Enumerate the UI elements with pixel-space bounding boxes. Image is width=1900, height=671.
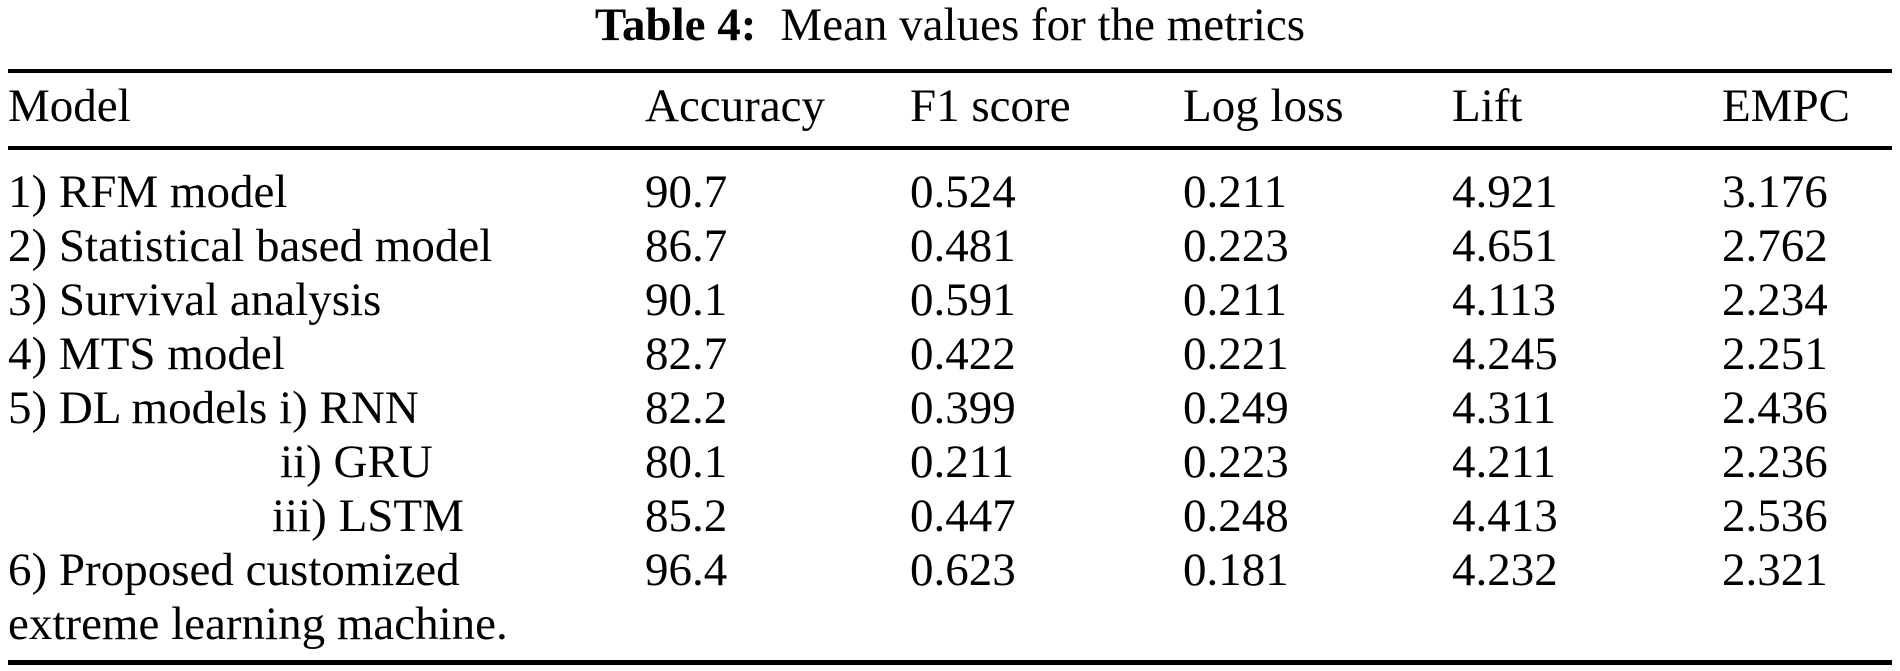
cell-model: 3) Survival analysis — [8, 274, 382, 326]
column-header-model: Model — [8, 80, 131, 132]
cell-f1-score: 0.211 — [910, 436, 1015, 488]
cell-empc: 2.762 — [1722, 220, 1828, 272]
cell-accuracy: 80.1 — [645, 436, 728, 488]
table-row: 6) Proposed customized 96.4 0.623 0.181 … — [0, 543, 1900, 597]
table-caption-title: Mean values for the metrics — [780, 0, 1306, 51]
cell-accuracy: 82.7 — [645, 328, 728, 380]
cell-accuracy: 90.1 — [645, 274, 728, 326]
column-header-f1-score: F1 score — [910, 80, 1071, 132]
table-row: 2) Statistical based model 86.7 0.481 0.… — [0, 219, 1900, 273]
column-header-accuracy: Accuracy — [645, 80, 826, 132]
cell-model: ii) GRU — [280, 436, 433, 488]
table-bottom-rule — [8, 660, 1892, 665]
cell-accuracy: 96.4 — [645, 544, 728, 596]
cell-empc: 3.176 — [1722, 166, 1828, 218]
cell-f1-score: 0.447 — [910, 490, 1016, 542]
table-row: iii) LSTM 85.2 0.447 0.248 4.413 2.536 — [0, 489, 1900, 543]
cell-accuracy: 85.2 — [645, 490, 728, 542]
cell-model-continuation: extreme learning machine. — [8, 598, 508, 650]
column-header-log-loss: Log loss — [1183, 80, 1344, 132]
cell-log-loss: 0.249 — [1183, 382, 1289, 434]
cell-empc: 2.236 — [1722, 436, 1828, 488]
cell-lift: 4.245 — [1452, 328, 1558, 380]
cell-lift: 4.651 — [1452, 220, 1558, 272]
cell-lift: 4.211 — [1452, 436, 1557, 488]
cell-lift: 4.232 — [1452, 544, 1558, 596]
table-top-rule — [8, 69, 1892, 73]
cell-empc: 2.436 — [1722, 382, 1828, 434]
table-row: 5) DL models i) RNN 82.2 0.399 0.249 4.3… — [0, 381, 1900, 435]
table-row: 1) RFM model 90.7 0.524 0.211 4.921 3.17… — [0, 165, 1900, 219]
cell-model: 4) MTS model — [8, 328, 285, 380]
cell-f1-score: 0.422 — [910, 328, 1016, 380]
cell-empc: 2.321 — [1722, 544, 1828, 596]
column-header-lift: Lift — [1452, 80, 1523, 132]
cell-log-loss: 0.211 — [1183, 166, 1288, 218]
cell-f1-score: 0.623 — [910, 544, 1016, 596]
cell-model: iii) LSTM — [272, 490, 464, 542]
table-header-rule — [8, 146, 1892, 150]
cell-lift: 4.311 — [1452, 382, 1557, 434]
cell-log-loss: 0.221 — [1183, 328, 1289, 380]
cell-log-loss: 0.181 — [1183, 544, 1289, 596]
cell-empc: 2.251 — [1722, 328, 1828, 380]
cell-accuracy: 86.7 — [645, 220, 728, 272]
cell-f1-score: 0.524 — [910, 166, 1016, 218]
cell-log-loss: 0.223 — [1183, 220, 1289, 272]
cell-f1-score: 0.399 — [910, 382, 1016, 434]
cell-model: 2) Statistical based model — [8, 220, 493, 272]
cell-f1-score: 0.481 — [910, 220, 1016, 272]
cell-model: 1) RFM model — [8, 166, 288, 218]
table-row: 4) MTS model 82.7 0.422 0.221 4.245 2.25… — [0, 327, 1900, 381]
cell-model: 6) Proposed customized — [8, 544, 460, 596]
cell-empc: 2.234 — [1722, 274, 1828, 326]
table-row-continuation: extreme learning machine. — [0, 597, 1900, 651]
table-row: ii) GRU 80.1 0.211 0.223 4.211 2.236 — [0, 435, 1900, 489]
table-header-row: Model Accuracy F1 score Log loss Lift EM… — [0, 79, 1900, 133]
cell-lift: 4.921 — [1452, 166, 1558, 218]
cell-accuracy: 90.7 — [645, 166, 728, 218]
table-caption-number: Table 4: — [594, 0, 757, 51]
cell-f1-score: 0.591 — [910, 274, 1016, 326]
table-caption: Table 4: Mean values for the metrics — [0, 0, 1900, 53]
column-header-empc: EMPC — [1722, 80, 1850, 132]
cell-accuracy: 82.2 — [645, 382, 728, 434]
cell-lift: 4.113 — [1452, 274, 1557, 326]
cell-log-loss: 0.248 — [1183, 490, 1289, 542]
table-row: 3) Survival analysis 90.1 0.591 0.211 4.… — [0, 273, 1900, 327]
cell-model: 5) DL models i) RNN — [8, 382, 419, 434]
cell-empc: 2.536 — [1722, 490, 1828, 542]
cell-log-loss: 0.211 — [1183, 274, 1288, 326]
cell-lift: 4.413 — [1452, 490, 1558, 542]
cell-log-loss: 0.223 — [1183, 436, 1289, 488]
